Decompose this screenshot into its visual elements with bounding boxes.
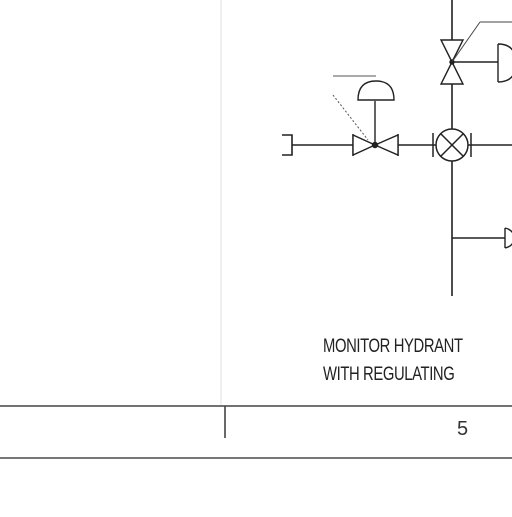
sensing-line-dashed <box>332 94 369 141</box>
valve-leader-line <box>451 21 481 63</box>
upper-right-actuator-icon <box>497 43 512 83</box>
regulating-valve-icon <box>352 80 399 157</box>
lower-right-outlet-icon <box>504 227 512 249</box>
diagram-caption-line-1: MONITOR HYDRANT <box>323 336 463 357</box>
riser-gate-valve-icon <box>439 39 465 85</box>
left-end-cap-icon <box>282 134 293 156</box>
sheet-number: 5 <box>457 418 469 440</box>
diagram-caption-line-2: WITH REGULATING <box>323 364 455 385</box>
ball-valve-icon <box>432 128 472 162</box>
